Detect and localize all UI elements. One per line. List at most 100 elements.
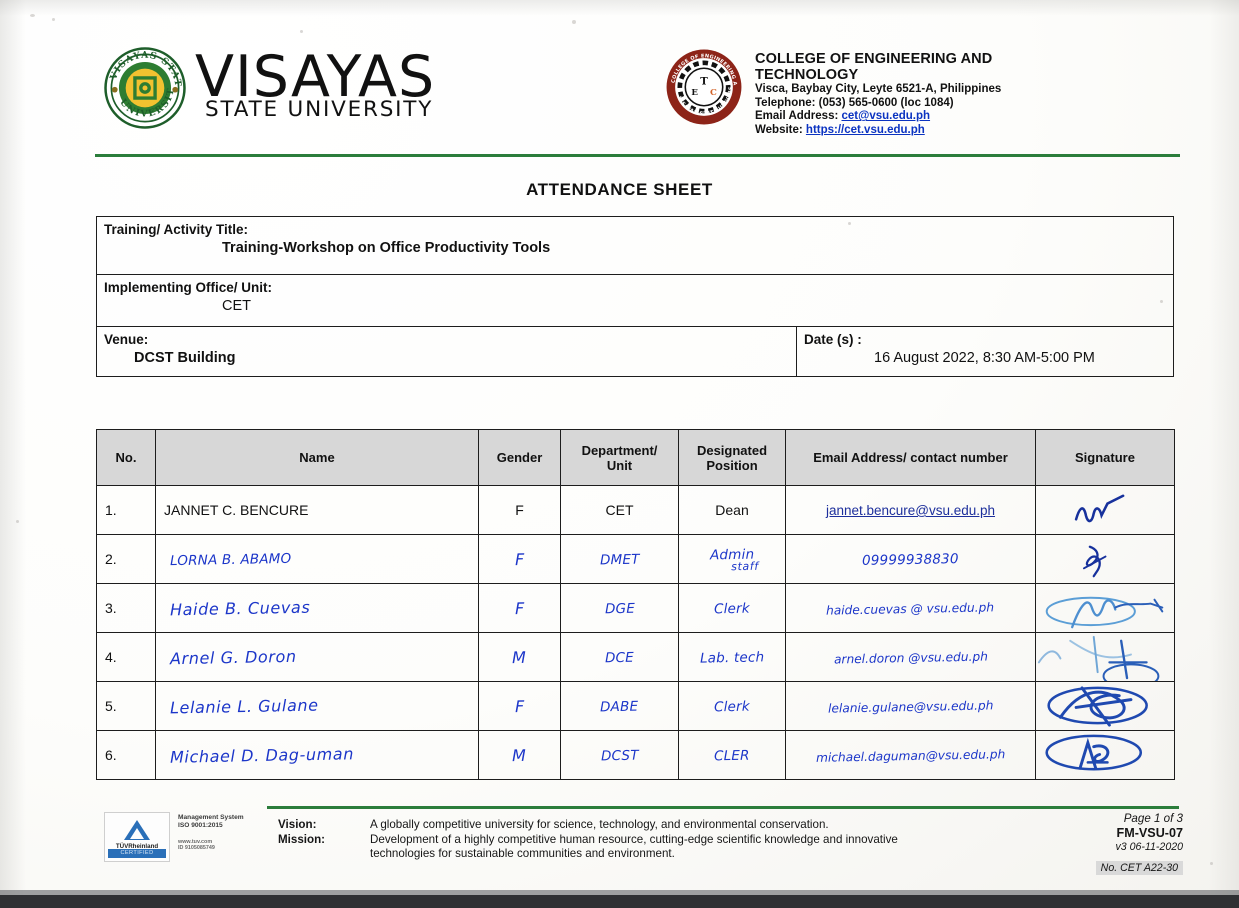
- handwritten-gender: F: [514, 598, 525, 618]
- handwritten-name: Lelanie L. Gulane: [169, 695, 319, 717]
- header-divider: [95, 154, 1180, 157]
- vision-mission-block: Vision: A globally competitive universit…: [278, 818, 958, 862]
- handwritten-gender: F: [514, 549, 525, 569]
- handwritten-gender: M: [512, 745, 527, 765]
- cell-email: lelanie.gulane@vsu.edu.ph: [785, 681, 1036, 731]
- cell-name: JANNET C. BENCURE: [155, 485, 479, 535]
- tuv-certification-block: TÜVRheinland CERTIFIED Management System…: [104, 810, 262, 866]
- col-header-department-line2: Unit: [606, 457, 633, 473]
- attendance-table: No. Name Gender Department/ Unit Designa…: [96, 429, 1175, 780]
- tuv-name: TÜVRheinland: [115, 843, 159, 850]
- document-number: No. CET A22-30: [1095, 861, 1183, 875]
- col-header-position: Designated Position: [678, 429, 786, 486]
- college-email-link[interactable]: cet@vsu.edu.ph: [841, 110, 931, 123]
- date-value: 16 August 2022, 8:30 AM-5:00 PM: [874, 350, 1095, 366]
- document-meta-block: Page 1 of 3 FM-VSU-07 v3 06-11-2020 No. …: [1023, 812, 1183, 876]
- signature-mark-icon: [1037, 635, 1160, 681]
- handwritten-department: DCST: [600, 747, 639, 764]
- scan-edge-shadow: [0, 890, 1239, 895]
- vision-label: Vision:: [278, 818, 317, 831]
- handwritten-name: Haide B. Cuevas: [169, 597, 311, 619]
- activity-title-label: Training/ Activity Title:: [104, 222, 249, 237]
- wordmark-line-2: STATE UNIVERSITY: [205, 97, 434, 122]
- handwritten-email: arnel.doron @vsu.edu.ph: [833, 649, 988, 667]
- activity-info-table: Training/ Activity Title: Training-Works…: [96, 216, 1174, 377]
- scan-speck: [16, 520, 19, 523]
- venue-label: Venue:: [104, 332, 149, 347]
- cell-name: LORNA B. ABAMO: [155, 534, 479, 584]
- cell-name: Arnel G. Doron: [155, 632, 479, 682]
- cell-gender: F: [478, 681, 561, 731]
- cell-gender: F: [478, 583, 561, 633]
- cell-department: DCE: [560, 632, 679, 682]
- handwritten-position-sub: staff: [731, 559, 759, 573]
- tuv-url: www.tuv.com: [178, 839, 213, 845]
- cell-gender: F: [478, 534, 561, 584]
- handwritten-position: Clerk: [713, 698, 751, 715]
- svg-text:2009: 2009: [699, 111, 709, 116]
- tuv-management-system: Management System: [178, 814, 244, 821]
- handwritten-email: lelanie.gulane@vsu.edu.ph: [827, 698, 994, 716]
- vision-text: A globally competitive university for sc…: [370, 818, 829, 831]
- wordmark-line-1: VISAYAS: [195, 44, 436, 110]
- tuv-id: ID 9105085749: [178, 845, 215, 852]
- form-code: FM-VSU-07: [1116, 826, 1183, 840]
- activity-title-value: Training-Workshop on Office Productivity…: [222, 240, 551, 256]
- handwritten-position: Lab. tech: [699, 648, 765, 667]
- venue-value: DCST Building: [134, 350, 236, 366]
- mission-row: Mission: Development of a highly competi…: [278, 833, 958, 862]
- university-wordmark: VISAYAS STATE UNIVERSITY: [195, 48, 435, 122]
- page-title: ATTENDANCE SHEET: [526, 180, 713, 199]
- handwritten-department: DABE: [600, 698, 639, 715]
- form-version: v3 06-11-2020: [1115, 841, 1183, 853]
- cell-department: DABE: [560, 681, 679, 731]
- tuv-triangle-inner-icon: [130, 828, 144, 839]
- cell-signature: [1035, 534, 1175, 584]
- handwritten-contact-number: 09999938830: [862, 550, 959, 569]
- col-header-position-line1: Designated: [696, 442, 768, 458]
- scan-speck: [300, 30, 303, 33]
- handwritten-gender: M: [512, 647, 527, 667]
- attendee-email-link[interactable]: jannet.bencure@vsu.edu.ph: [825, 503, 996, 518]
- scan-speck: [30, 14, 35, 17]
- col-header-department-line1: Department/: [581, 442, 658, 458]
- cell-position: Admin staff: [678, 534, 786, 584]
- cell-no: 1.: [96, 485, 156, 535]
- college-contact-block: COLLEGE OF ENGINEERING AND TECHNOLOGY Vi…: [755, 51, 1085, 137]
- vision-row: Vision: A globally competitive universit…: [278, 818, 958, 833]
- signature-mark-icon: [1045, 734, 1143, 771]
- col-header-position-line2: Position: [706, 457, 758, 473]
- handwritten-email: haide.cuevas @ vsu.edu.ph: [826, 600, 995, 618]
- cell-department: DMET: [560, 534, 679, 584]
- signature-mark-icon: [1082, 545, 1107, 578]
- table-row: 1. JANNET C. BENCURE F CET Dean jannet.b…: [96, 485, 1175, 535]
- cell-department: DGE: [560, 583, 679, 633]
- cell-signature: [1035, 485, 1175, 535]
- cell-signature: [1035, 583, 1175, 633]
- cell-department: CET: [560, 485, 679, 535]
- cell-position: CLER: [678, 730, 786, 780]
- col-header-email: Email Address/ contact number: [785, 429, 1036, 486]
- document-header: VISAYAS STATE UNIVERSITY VISAYAS STATE U…: [95, 42, 1175, 154]
- col-header-gender: Gender: [478, 429, 561, 486]
- cell-gender: F: [478, 485, 561, 535]
- implementing-office-label: Implementing Office/ Unit:: [104, 280, 273, 295]
- table-row: 6. Michael D. Dag-uman M DCST CLER micha…: [96, 730, 1175, 780]
- tuv-badge-icon: TÜVRheinland CERTIFIED: [104, 812, 170, 862]
- handwritten-position: CLER: [714, 747, 750, 764]
- cell-email: jannet.bencure@vsu.edu.ph: [785, 485, 1036, 535]
- signature-mark-icon: [1074, 494, 1125, 523]
- handwritten-department: DMET: [599, 551, 640, 568]
- cell-position: Dean: [678, 485, 786, 535]
- svg-text:E: E: [691, 88, 698, 98]
- cell-name: Haide B. Cuevas: [155, 583, 479, 633]
- cell-position: Clerk: [678, 681, 786, 731]
- handwritten-name: Arnel G. Doron: [169, 646, 297, 668]
- college-website-link[interactable]: https://cet.vsu.edu.ph: [805, 123, 925, 136]
- info-row-venue-date: Venue: DCST Building Date (s) : 16 Augus…: [96, 326, 1174, 377]
- college-name: COLLEGE OF ENGINEERING AND TECHNOLOGY: [755, 51, 993, 83]
- cell-gender: M: [478, 730, 561, 780]
- handwritten-department: DCE: [604, 649, 635, 666]
- website-label: Website:: [755, 123, 803, 136]
- cell-email: haide.cuevas @ vsu.edu.ph: [785, 583, 1036, 633]
